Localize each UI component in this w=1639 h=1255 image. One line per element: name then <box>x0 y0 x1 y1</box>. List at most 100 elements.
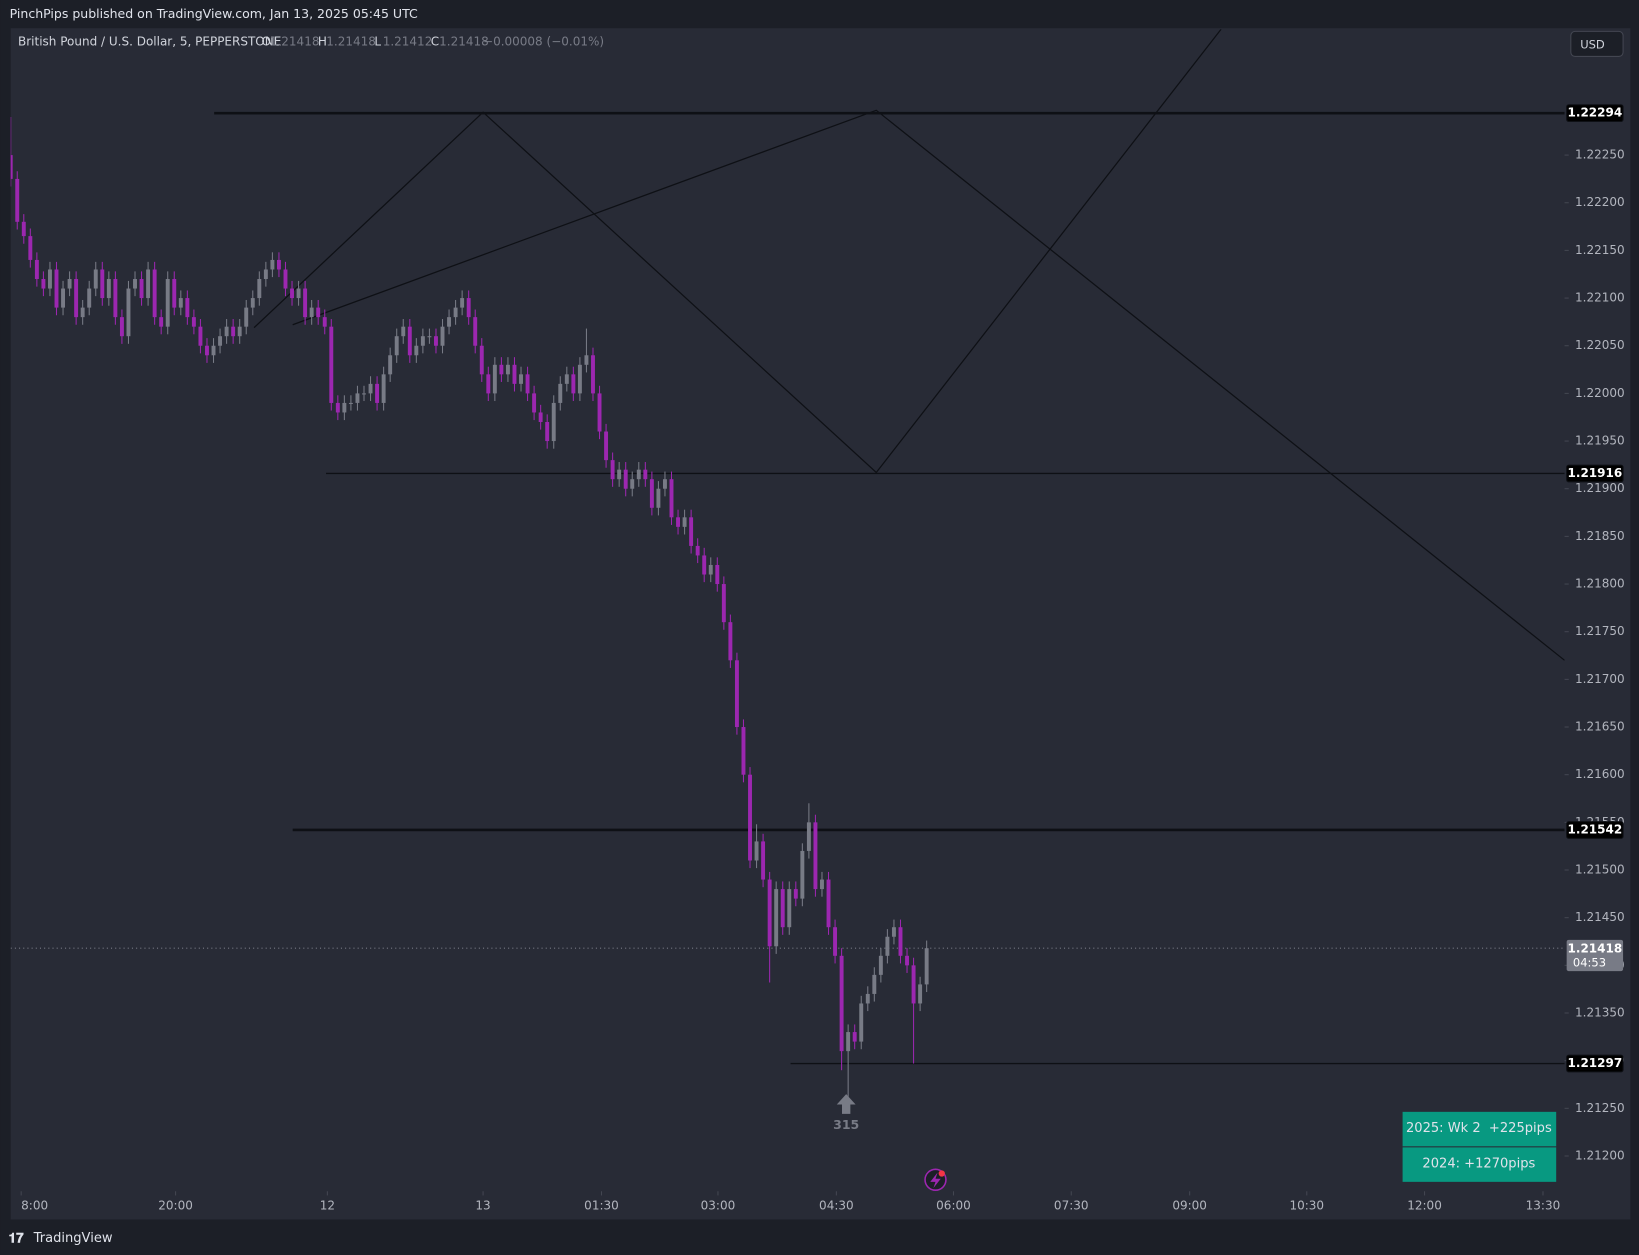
x-tick-label: 13 <box>475 1198 490 1212</box>
candle-body <box>839 955 844 1052</box>
candle-body <box>10 155 13 179</box>
y-tick-label: 1.21750 <box>1575 624 1625 638</box>
level-label: 1.21916 <box>1568 466 1623 480</box>
candle-body <box>656 488 661 508</box>
y-tick-label: 1.22200 <box>1575 195 1625 209</box>
y-tick-label: 1.21250 <box>1575 1101 1625 1115</box>
countdown: 04:53 <box>1573 955 1606 969</box>
candle-body <box>146 269 151 299</box>
candle-body <box>244 307 249 327</box>
candle-body <box>342 402 347 413</box>
candle-body <box>512 364 517 384</box>
candle-body <box>617 469 622 480</box>
candle-body <box>525 374 530 394</box>
candle-body <box>865 993 870 1004</box>
change: −0.00008 (−0.01%) <box>483 34 604 48</box>
candle-body <box>453 307 458 318</box>
candle-body <box>21 221 26 237</box>
candle-body <box>335 402 340 413</box>
candle-body <box>375 383 380 403</box>
candle-body <box>793 889 798 899</box>
candle-body <box>597 393 602 432</box>
candle-body <box>571 374 576 394</box>
candle-body <box>466 298 471 318</box>
candle-body <box>649 479 654 508</box>
candle-body <box>401 326 406 337</box>
last-price-box <box>1566 939 1624 972</box>
candle-body <box>754 841 759 861</box>
candle-body <box>538 412 543 422</box>
candle-body <box>126 288 131 337</box>
candle-body <box>630 479 635 489</box>
candle-body <box>748 774 752 861</box>
candle-body <box>460 298 465 308</box>
candle-body <box>61 288 66 308</box>
candle-body <box>695 545 700 556</box>
x-tick-label: 13:30 <box>1526 1198 1561 1212</box>
level-label-box <box>1566 821 1624 839</box>
currency-button[interactable] <box>1570 30 1624 57</box>
badge <box>1402 1147 1557 1182</box>
candle-body <box>564 374 569 384</box>
candle-body <box>643 469 648 480</box>
candle-body <box>381 374 386 403</box>
candle-body <box>355 393 360 403</box>
marker-arrow <box>836 1094 856 1114</box>
candle-body <box>159 317 164 327</box>
ohlc-key: O <box>261 34 270 48</box>
candle-body <box>551 402 556 442</box>
candle-body <box>191 317 196 327</box>
level-label-box <box>1566 464 1624 483</box>
lightning-icon[interactable] <box>924 1168 947 1191</box>
candle-body <box>558 383 563 403</box>
candle-body <box>165 279 170 327</box>
y-tick-label: 1.21700 <box>1575 672 1625 686</box>
y-tick-label: 1.21350 <box>1575 1006 1625 1020</box>
candle-body <box>787 889 792 928</box>
candle-body <box>623 469 628 489</box>
candle-body <box>427 336 432 338</box>
candle-body <box>67 279 72 289</box>
candle-body <box>676 517 681 527</box>
chart-pane <box>10 28 1631 1220</box>
ohlc-key: H <box>318 34 327 48</box>
candle-body <box>734 660 739 728</box>
candle-body <box>741 727 746 775</box>
candle-body <box>447 317 452 327</box>
candle-body <box>34 259 39 280</box>
candle-body <box>407 326 412 356</box>
candle-body <box>499 364 504 375</box>
x-tick-label: 04:30 <box>819 1198 854 1212</box>
candle-body <box>702 555 707 575</box>
currency[interactable]: USD <box>1580 37 1605 51</box>
candle-body <box>211 345 216 356</box>
candle-body <box>420 336 425 346</box>
candle-body <box>290 288 294 299</box>
candle-body <box>368 383 373 394</box>
candle-body <box>820 879 824 890</box>
x-tick-label: 06:00 <box>936 1198 971 1212</box>
badge <box>1402 1111 1557 1147</box>
candle-body <box>434 336 438 346</box>
candle-body <box>846 1032 851 1052</box>
badge-text: 2025: Wk 2 +225pips <box>1406 1121 1552 1136</box>
candle-body <box>473 317 478 346</box>
candle-body <box>113 279 118 318</box>
y-tick-label: 1.21950 <box>1575 434 1625 448</box>
candle-body <box>800 850 805 899</box>
candle-body <box>185 298 190 318</box>
candle-body <box>774 889 779 947</box>
x-tick-label: 07:30 <box>1054 1198 1089 1212</box>
candle-body <box>780 889 785 928</box>
candle-body <box>309 307 314 318</box>
candle-body <box>859 1003 864 1042</box>
brand: TradingView <box>33 1231 113 1246</box>
candle-body <box>852 1032 857 1042</box>
candle-body <box>519 374 523 384</box>
candle-body <box>669 479 674 518</box>
candle-body <box>591 355 595 394</box>
candle-body <box>47 269 52 289</box>
publisher: PinchPips published on TradingView.com, … <box>10 6 418 21</box>
